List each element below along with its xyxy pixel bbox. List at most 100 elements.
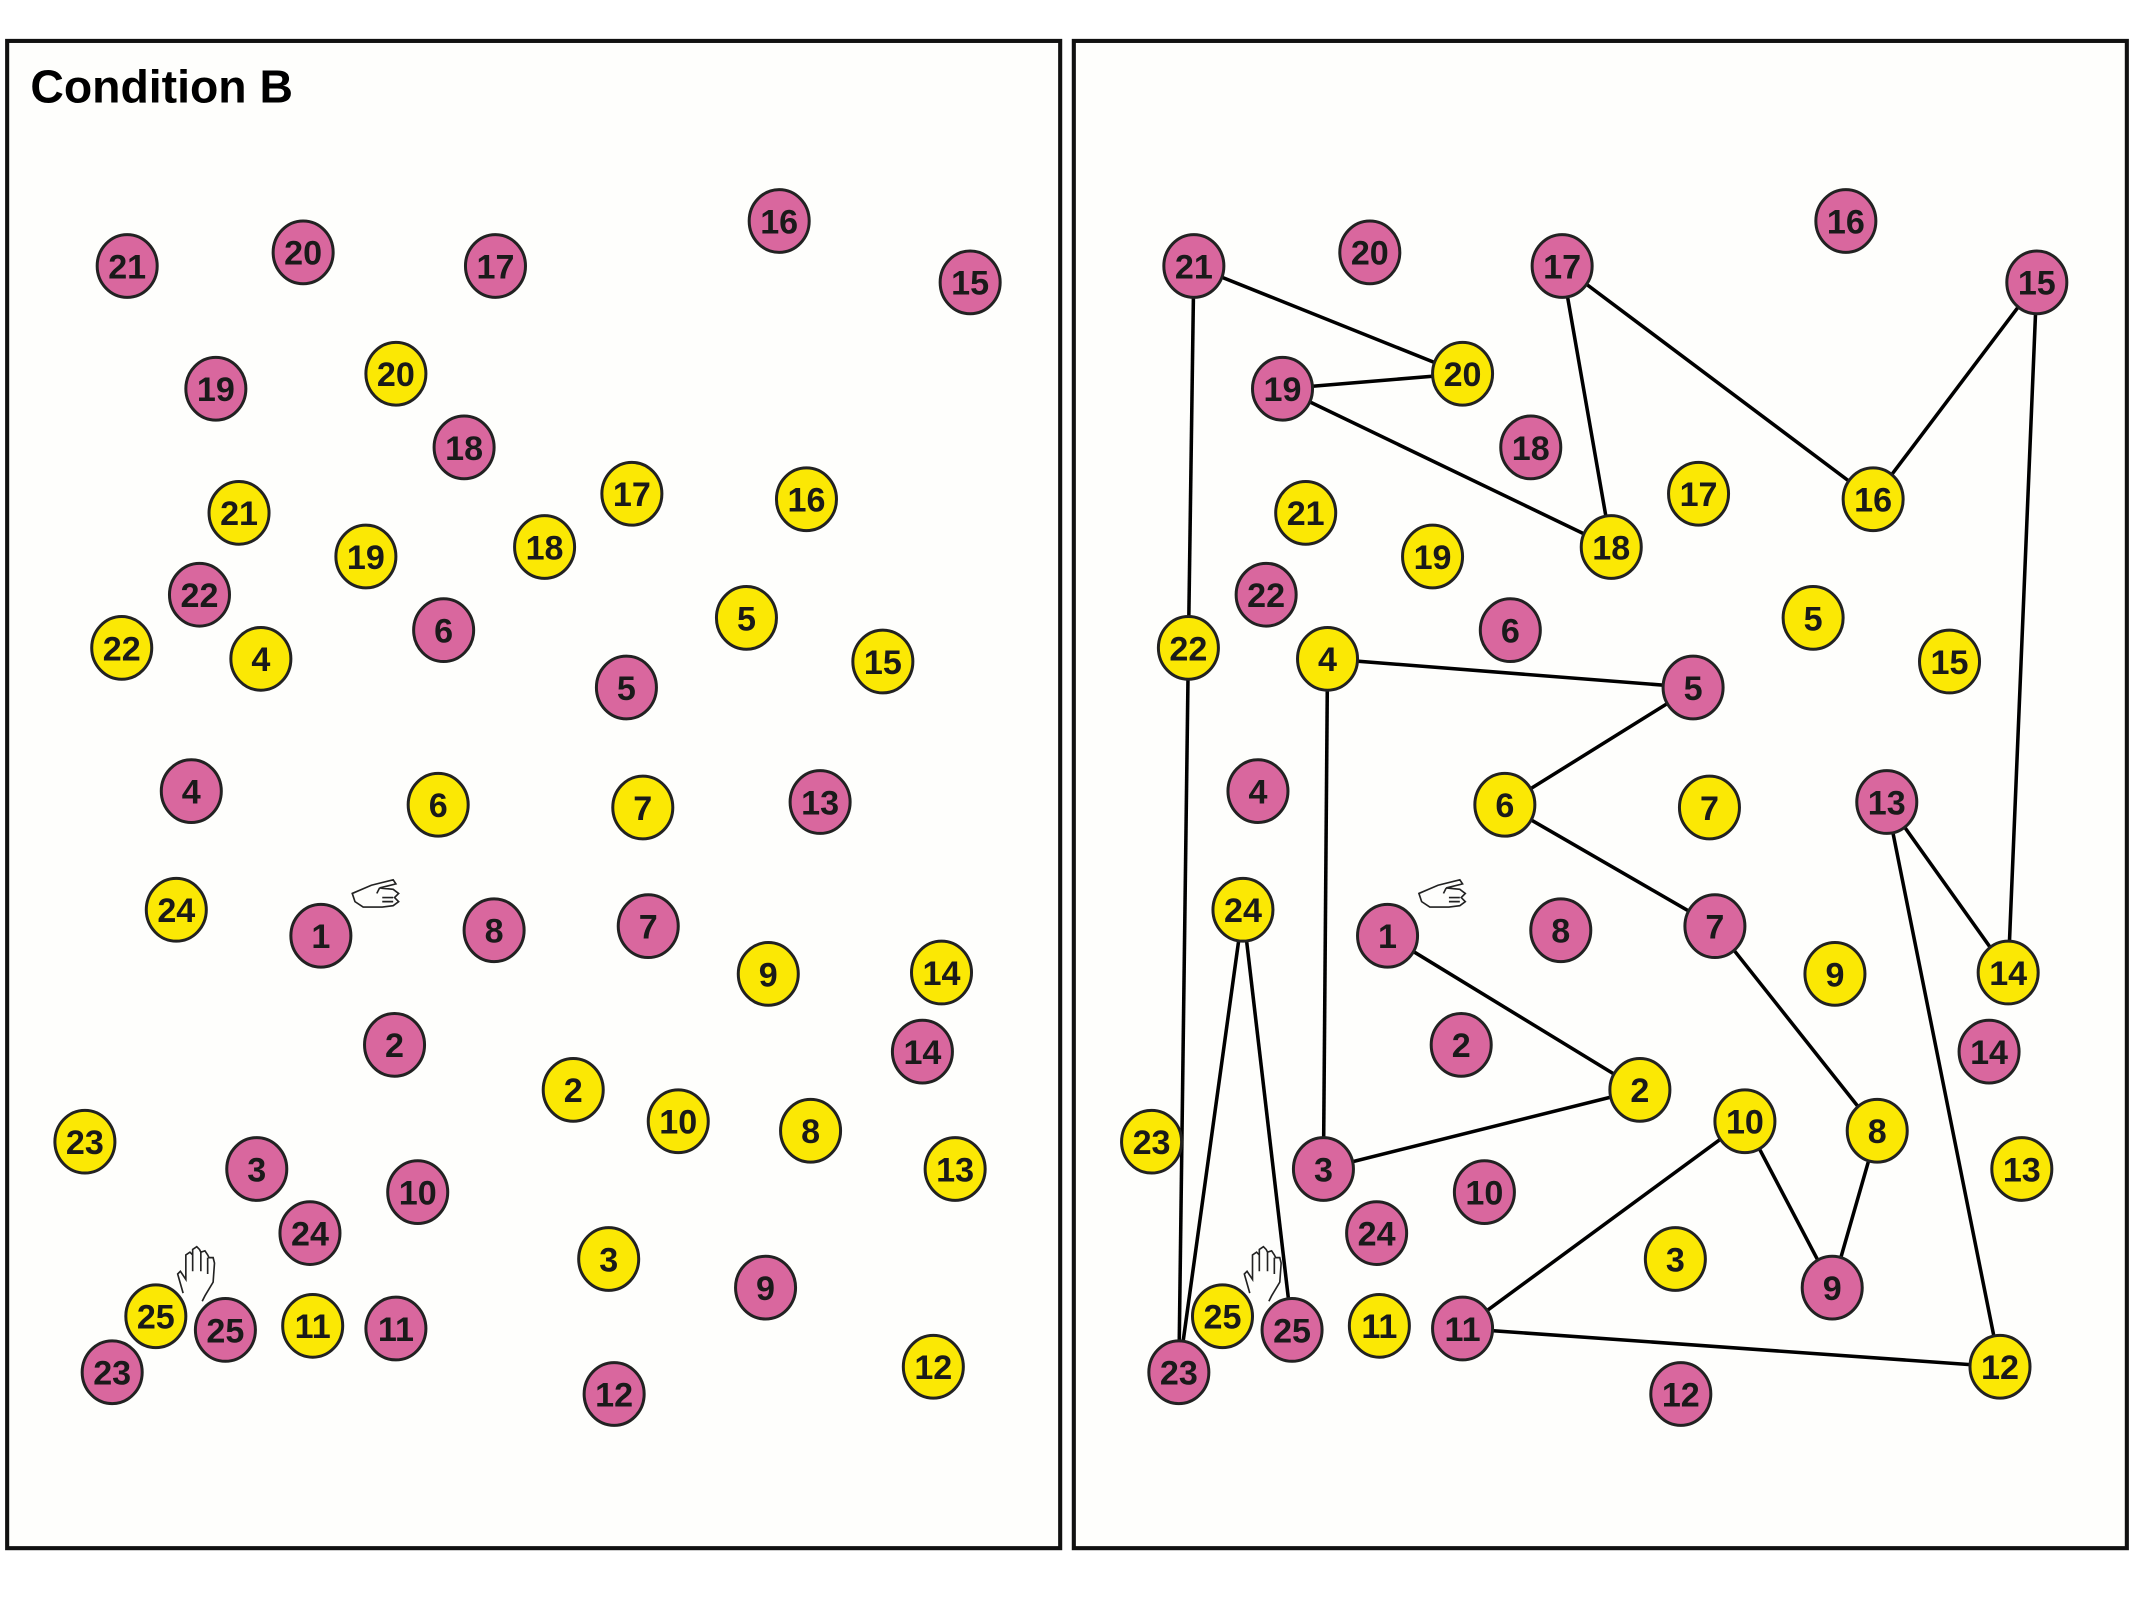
left-node-pink-3[interactable]: 3 [225,1136,289,1202]
left-node-yellow-23[interactable]: 23 [53,1108,117,1175]
left-node-pink-17[interactable]: 17 [463,233,527,299]
left-node-pink-4[interactable]: 4 [159,758,223,825]
left-node-yellow-24[interactable]: 24 [144,876,208,943]
left-node-yellow-21[interactable]: 21 [207,480,271,546]
right-node-yellow-18[interactable]: 18 [1579,514,1643,580]
right-node-pink-15[interactable]: 15 [2005,249,2069,316]
left-node-yellow-2[interactable]: 2 [541,1056,605,1123]
right-node-pink-19[interactable]: 19 [1251,355,1315,422]
right-node-pink-14[interactable]: 14 [1957,1018,2021,1085]
node-circle [1855,769,1919,835]
right-node-yellow-22[interactable]: 22 [1156,615,1220,681]
right-node-pink-8[interactable]: 8 [1529,897,1593,964]
left-node-yellow-12[interactable]: 12 [901,1333,965,1400]
left-node-pink-8[interactable]: 8 [462,897,526,964]
right-node-pink-17[interactable]: 17 [1530,233,1594,299]
right-node-pink-25[interactable]: 25 [1260,1297,1324,1363]
right-node-yellow-12[interactable]: 12 [1968,1333,2032,1400]
left-node-yellow-14[interactable]: 14 [910,939,974,1006]
left-node-pink-22[interactable]: 22 [167,561,231,628]
right-node-yellow-9[interactable]: 9 [1803,941,1867,1007]
left-node-yellow-22[interactable]: 22 [90,615,154,681]
left-node-yellow-16[interactable]: 16 [774,466,838,533]
left-node-yellow-7[interactable]: 7 [611,774,675,841]
right-node-pink-2[interactable]: 2 [1429,1011,1493,1078]
right-node-pink-24[interactable]: 24 [1345,1200,1409,1266]
right-node-yellow-6[interactable]: 6 [1473,771,1537,838]
left-node-yellow-6[interactable]: 6 [406,771,470,838]
right-node-pink-23[interactable]: 23 [1147,1339,1211,1406]
right-node-yellow-5[interactable]: 5 [1781,585,1845,651]
left-node-pink-11[interactable]: 11 [364,1295,428,1362]
left-node-pink-19[interactable]: 19 [184,355,248,422]
right-node-yellow-4[interactable]: 4 [1296,625,1360,692]
left-node-pink-20[interactable]: 20 [271,219,335,286]
left-node-yellow-5[interactable]: 5 [714,585,778,651]
node-label: 15 [2018,265,2056,303]
left-node-pink-7[interactable]: 7 [616,893,680,960]
left-node-pink-6[interactable]: 6 [412,597,476,664]
right-node-pink-9[interactable]: 9 [1800,1254,1864,1321]
left-node-yellow-13[interactable]: 13 [923,1136,987,1202]
right-node-yellow-20[interactable]: 20 [1431,340,1495,407]
right-node-pink-12[interactable]: 12 [1649,1361,1713,1427]
left-node-pink-16[interactable]: 16 [747,188,811,254]
left-node-pink-12[interactable]: 12 [582,1361,646,1427]
right-node-yellow-17[interactable]: 17 [1667,460,1731,527]
left-node-yellow-17[interactable]: 17 [600,460,664,527]
right-node-pink-10[interactable]: 10 [1452,1159,1516,1226]
right-node-yellow-21[interactable]: 21 [1274,480,1338,546]
right-node-yellow-10[interactable]: 10 [1713,1088,1777,1155]
left-node-pink-5[interactable]: 5 [594,654,658,721]
left-node-pink-24[interactable]: 24 [278,1200,342,1266]
right-node-yellow-23[interactable]: 23 [1120,1108,1184,1175]
right-node-pink-3[interactable]: 3 [1291,1136,1355,1202]
right-node-yellow-24[interactable]: 24 [1211,876,1275,943]
left-node-pink-21[interactable]: 21 [95,233,159,299]
left-node-pink-25[interactable]: 25 [193,1297,257,1363]
right-node-pink-7[interactable]: 7 [1683,893,1747,960]
left-node-pink-10[interactable]: 10 [386,1159,450,1226]
right-node-pink-13[interactable]: 13 [1855,769,1919,835]
left-node-yellow-11[interactable]: 11 [281,1292,345,1359]
left-node-pink-15[interactable]: 15 [938,249,1002,316]
left-node-pink-13[interactable]: 13 [788,769,852,835]
right-node-pink-11[interactable]: 11 [1431,1295,1495,1362]
left-node-pink-18[interactable]: 18 [432,414,496,481]
left-node-yellow-10[interactable]: 10 [646,1088,710,1155]
left-node-yellow-20[interactable]: 20 [364,340,428,407]
right-node-pink-5[interactable]: 5 [1661,654,1725,721]
left-node-pink-23[interactable]: 23 [80,1339,144,1406]
right-node-yellow-15[interactable]: 15 [1918,628,1982,695]
right-node-yellow-8[interactable]: 8 [1845,1097,1909,1164]
right-node-pink-22[interactable]: 22 [1234,561,1298,628]
right-node-pink-18[interactable]: 18 [1499,414,1563,481]
right-node-yellow-14[interactable]: 14 [1976,939,2040,1006]
left-node-yellow-4[interactable]: 4 [229,625,293,692]
right-node-yellow-19[interactable]: 19 [1401,523,1465,590]
left-node-yellow-19[interactable]: 19 [334,523,398,590]
left-node-pink-1[interactable]: 1 [289,902,353,969]
right-node-pink-21[interactable]: 21 [1162,233,1226,299]
left-node-pink-2[interactable]: 2 [363,1011,427,1078]
left-node-pink-9[interactable]: 9 [734,1254,798,1321]
right-node-yellow-11[interactable]: 11 [1347,1292,1411,1359]
left-node-yellow-15[interactable]: 15 [851,628,915,695]
left-node-yellow-18[interactable]: 18 [513,514,577,580]
left-node-yellow-8[interactable]: 8 [779,1097,843,1164]
right-node-pink-1[interactable]: 1 [1356,902,1420,969]
right-node-pink-20[interactable]: 20 [1338,219,1402,286]
right-node-yellow-2[interactable]: 2 [1608,1056,1672,1123]
right-node-yellow-3[interactable]: 3 [1643,1226,1707,1292]
right-node-pink-16[interactable]: 16 [1814,188,1878,254]
right-node-yellow-16[interactable]: 16 [1841,466,1905,533]
right-node-yellow-25[interactable]: 25 [1190,1283,1255,1350]
left-node-yellow-3[interactable]: 3 [577,1226,641,1292]
right-node-yellow-13[interactable]: 13 [1990,1136,2054,1202]
left-node-pink-14[interactable]: 14 [890,1018,954,1085]
left-node-yellow-25[interactable]: 25 [124,1283,188,1350]
right-node-pink-4[interactable]: 4 [1226,758,1290,825]
right-node-pink-6[interactable]: 6 [1478,597,1542,664]
right-node-yellow-7[interactable]: 7 [1677,774,1741,841]
left-node-yellow-9[interactable]: 9 [736,941,800,1007]
